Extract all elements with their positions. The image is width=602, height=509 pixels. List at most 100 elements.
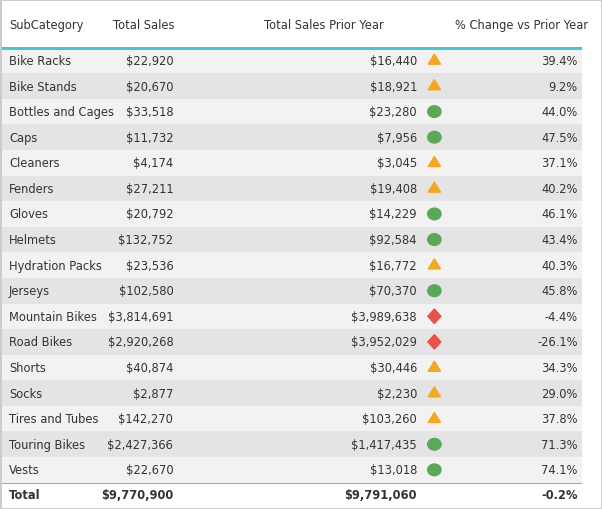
Text: $19,408: $19,408 <box>370 183 417 195</box>
Polygon shape <box>428 412 441 422</box>
Text: Road Bikes: Road Bikes <box>9 336 72 349</box>
Text: 9.2%: 9.2% <box>548 80 578 93</box>
Text: $23,280: $23,280 <box>370 106 417 119</box>
Text: 46.1%: 46.1% <box>541 208 578 221</box>
Text: $2,920,268: $2,920,268 <box>108 336 173 349</box>
Text: Total: Total <box>9 488 41 501</box>
Circle shape <box>427 234 441 246</box>
Circle shape <box>427 464 441 476</box>
Bar <box>2 355 582 381</box>
Text: $1,417,435: $1,417,435 <box>351 438 417 451</box>
Text: $40,874: $40,874 <box>126 361 173 374</box>
Polygon shape <box>428 259 441 269</box>
Bar <box>2 74 582 100</box>
Text: % Change vs Prior Year: % Change vs Prior Year <box>455 19 588 32</box>
Circle shape <box>427 209 441 220</box>
Text: 39.4%: 39.4% <box>541 55 578 68</box>
Bar <box>2 202 582 228</box>
Text: Jerseys: Jerseys <box>9 285 50 298</box>
Text: $14,229: $14,229 <box>370 208 417 221</box>
Polygon shape <box>428 309 441 324</box>
Text: 40.2%: 40.2% <box>541 183 578 195</box>
Circle shape <box>427 439 441 450</box>
Bar <box>2 48 582 74</box>
Text: $2,230: $2,230 <box>377 387 417 400</box>
Text: -4.4%: -4.4% <box>545 310 578 323</box>
Text: $33,518: $33,518 <box>126 106 173 119</box>
Text: $9,770,900: $9,770,900 <box>101 488 173 501</box>
Text: $2,877: $2,877 <box>133 387 173 400</box>
Bar <box>2 2 582 48</box>
Text: Cleaners: Cleaners <box>9 157 60 170</box>
Text: $4,174: $4,174 <box>133 157 173 170</box>
Polygon shape <box>428 361 441 372</box>
Text: Helmets: Helmets <box>9 234 57 246</box>
Text: Hydration Packs: Hydration Packs <box>9 259 102 272</box>
Text: $18,921: $18,921 <box>370 80 417 93</box>
Circle shape <box>427 286 441 297</box>
Text: $92,584: $92,584 <box>370 234 417 246</box>
Bar <box>2 100 582 125</box>
Text: $16,440: $16,440 <box>370 55 417 68</box>
Text: 40.3%: 40.3% <box>541 259 578 272</box>
Bar <box>2 457 582 483</box>
Text: 44.0%: 44.0% <box>541 106 578 119</box>
Text: $7,956: $7,956 <box>377 131 417 145</box>
Bar <box>2 304 582 329</box>
Text: Bike Racks: Bike Racks <box>9 55 71 68</box>
Text: 71.3%: 71.3% <box>541 438 578 451</box>
Text: $3,814,691: $3,814,691 <box>108 310 173 323</box>
Text: 45.8%: 45.8% <box>541 285 578 298</box>
Bar <box>2 381 582 406</box>
Bar <box>2 151 582 176</box>
Text: $132,752: $132,752 <box>118 234 173 246</box>
Text: $27,211: $27,211 <box>126 183 173 195</box>
Bar <box>2 406 582 432</box>
Text: $20,670: $20,670 <box>126 80 173 93</box>
Text: 37.8%: 37.8% <box>541 412 578 426</box>
Text: Fenders: Fenders <box>9 183 55 195</box>
Text: $2,427,366: $2,427,366 <box>107 438 173 451</box>
Text: $9,791,060: $9,791,060 <box>344 488 417 501</box>
Text: -26.1%: -26.1% <box>537 336 578 349</box>
Text: Bike Stands: Bike Stands <box>9 80 77 93</box>
Text: Bottles and Cages: Bottles and Cages <box>9 106 114 119</box>
Text: Socks: Socks <box>9 387 42 400</box>
Text: $22,920: $22,920 <box>126 55 173 68</box>
Text: 34.3%: 34.3% <box>541 361 578 374</box>
Text: 43.4%: 43.4% <box>541 234 578 246</box>
Text: $13,018: $13,018 <box>370 463 417 476</box>
Polygon shape <box>428 387 441 397</box>
Text: Mountain Bikes: Mountain Bikes <box>9 310 97 323</box>
Text: SubCategory: SubCategory <box>9 19 84 32</box>
Text: $142,270: $142,270 <box>119 412 173 426</box>
Text: $11,732: $11,732 <box>126 131 173 145</box>
Text: Shorts: Shorts <box>9 361 46 374</box>
Text: 37.1%: 37.1% <box>541 157 578 170</box>
Text: Tires and Tubes: Tires and Tubes <box>9 412 99 426</box>
Polygon shape <box>428 80 441 91</box>
Text: $102,580: $102,580 <box>119 285 173 298</box>
Polygon shape <box>428 157 441 167</box>
Bar <box>2 228 582 253</box>
Polygon shape <box>428 183 441 193</box>
Text: Touring Bikes: Touring Bikes <box>9 438 85 451</box>
Text: 29.0%: 29.0% <box>541 387 578 400</box>
Text: $103,260: $103,260 <box>362 412 417 426</box>
Text: 74.1%: 74.1% <box>541 463 578 476</box>
Text: Total Sales: Total Sales <box>114 19 175 32</box>
Text: $22,670: $22,670 <box>126 463 173 476</box>
Bar <box>2 125 582 151</box>
Polygon shape <box>428 335 441 350</box>
Bar <box>2 253 582 278</box>
Text: $16,772: $16,772 <box>370 259 417 272</box>
Text: $3,952,029: $3,952,029 <box>351 336 417 349</box>
Bar <box>2 278 582 304</box>
Text: Vests: Vests <box>9 463 40 476</box>
Text: -0.2%: -0.2% <box>541 488 578 501</box>
Circle shape <box>427 106 441 118</box>
Circle shape <box>427 132 441 144</box>
Text: $30,446: $30,446 <box>370 361 417 374</box>
Text: $70,370: $70,370 <box>370 285 417 298</box>
Bar <box>2 176 582 202</box>
